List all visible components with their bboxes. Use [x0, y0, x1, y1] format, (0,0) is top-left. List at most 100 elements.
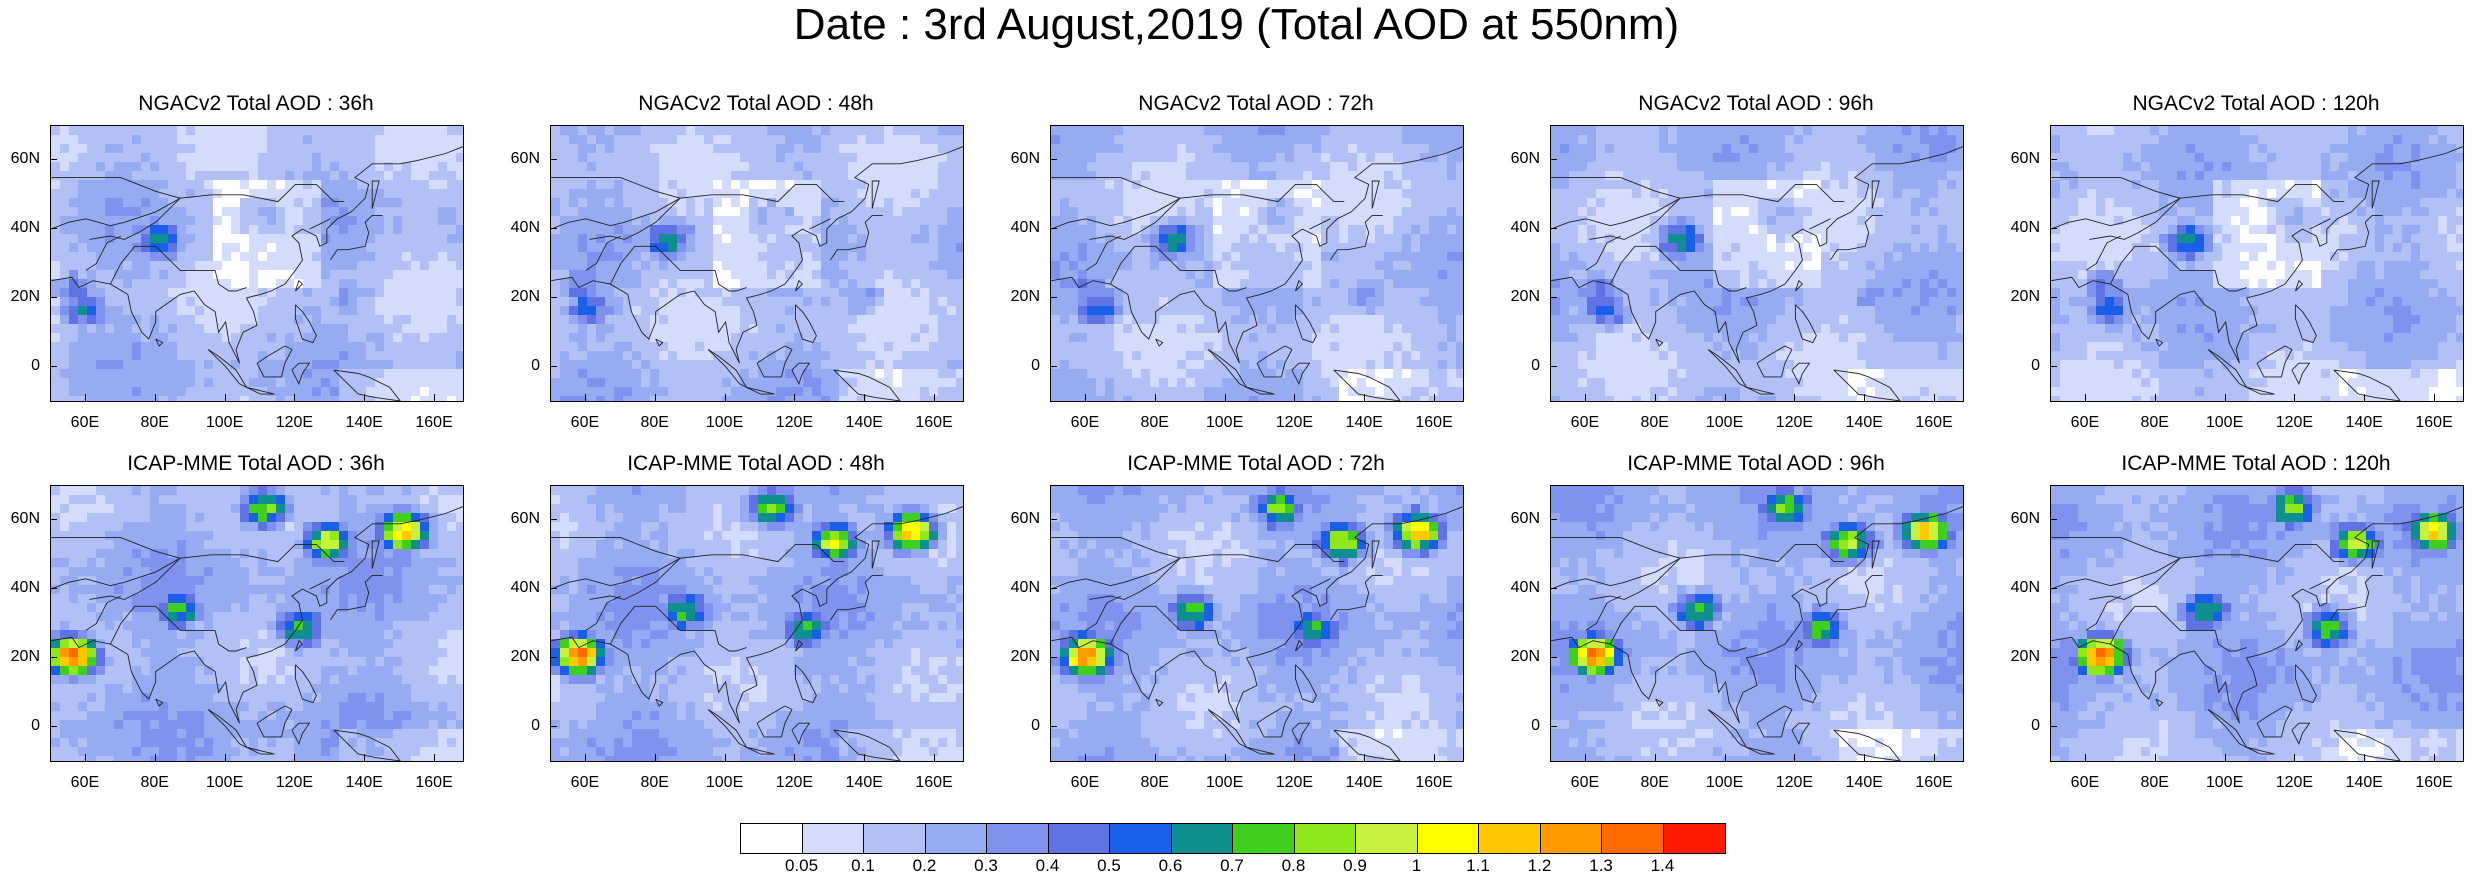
aod-field — [1051, 486, 1463, 761]
lat-tick — [1550, 726, 1557, 727]
map-plot-area — [1550, 125, 1964, 402]
lon-tick-label: 140E — [839, 414, 889, 432]
lon-tick — [1434, 394, 1435, 401]
map-plot-area — [1550, 485, 1964, 762]
map-plot-area — [1050, 125, 1464, 402]
lon-tick — [1725, 394, 1726, 401]
colorbar-label: 0.2 — [905, 856, 945, 876]
lon-tick-label: 100E — [700, 414, 750, 432]
colorbar-swatch — [1602, 824, 1664, 853]
lon-tick-label: 140E — [1339, 414, 1389, 432]
lat-tick-label: 0 — [2000, 717, 2040, 735]
lon-tick-label: 120E — [269, 414, 319, 432]
lat-tick-label: 40N — [1500, 579, 1540, 597]
lon-tick-label: 80E — [1630, 774, 1680, 792]
lon-tick — [655, 394, 656, 401]
panel-title: ICAP-MME Total AOD : 72h — [1050, 451, 1462, 477]
lon-tick — [434, 754, 435, 761]
lon-tick-label: 100E — [2200, 774, 2250, 792]
lat-tick — [50, 519, 57, 520]
panel-title: ICAP-MME Total AOD : 96h — [1550, 451, 1962, 477]
lon-tick — [1725, 754, 1726, 761]
lat-tick — [550, 297, 557, 298]
lat-tick — [1550, 297, 1557, 298]
lon-tick-label: 120E — [1269, 414, 1319, 432]
aod-field — [51, 486, 463, 761]
lat-tick — [50, 588, 57, 589]
lat-tick — [1050, 588, 1057, 589]
lat-tick-label: 0 — [1500, 717, 1540, 735]
lat-tick-label: 40N — [1000, 579, 1040, 597]
lat-tick — [550, 159, 557, 160]
lon-tick-label: 140E — [1839, 414, 1889, 432]
lon-tick-label: 80E — [1130, 774, 1180, 792]
panel-title: NGACv2 Total AOD : 36h — [50, 91, 462, 117]
lon-tick-label: 100E — [1700, 774, 1750, 792]
lon-tick — [864, 394, 865, 401]
lon-tick — [1085, 754, 1086, 761]
lon-tick — [2364, 394, 2365, 401]
lat-tick-label: 40N — [0, 219, 40, 237]
colorbar — [740, 823, 1726, 854]
lat-tick-label: 0 — [1000, 717, 1040, 735]
lon-tick — [364, 754, 365, 761]
lat-tick — [2050, 588, 2057, 589]
lon-tick — [585, 394, 586, 401]
lon-tick — [2155, 394, 2156, 401]
lon-tick-label: 80E — [130, 414, 180, 432]
lat-tick-label: 60N — [1500, 150, 1540, 168]
lon-tick-label: 160E — [1909, 414, 1959, 432]
aod-field — [51, 126, 463, 401]
panel-title: NGACv2 Total AOD : 120h — [2050, 91, 2462, 117]
colorbar-swatch — [1418, 824, 1480, 853]
lon-tick-label: 100E — [1700, 414, 1750, 432]
lon-tick-label: 140E — [839, 774, 889, 792]
lat-tick — [2050, 519, 2057, 520]
panel-title: ICAP-MME Total AOD : 48h — [550, 451, 962, 477]
lat-tick — [50, 297, 57, 298]
lat-tick-label: 20N — [2000, 288, 2040, 306]
lat-tick-label: 40N — [2000, 219, 2040, 237]
lon-tick — [585, 754, 586, 761]
lon-tick-label: 60E — [2060, 414, 2110, 432]
colorbar-label: 1.3 — [1581, 856, 1621, 876]
lat-tick — [50, 228, 57, 229]
figure-title: Date : 3rd August,2019 (Total AOD at 550… — [0, 0, 2473, 50]
lat-tick-label: 40N — [1000, 219, 1040, 237]
lat-tick-label: 60N — [500, 150, 540, 168]
lon-tick-label: 80E — [2130, 774, 2180, 792]
lon-tick-label: 60E — [1060, 414, 1110, 432]
lon-tick-label: 160E — [2409, 774, 2459, 792]
lon-tick-label: 140E — [2339, 774, 2389, 792]
lat-tick — [550, 519, 557, 520]
lon-tick — [2225, 754, 2226, 761]
lon-tick-label: 60E — [560, 774, 610, 792]
lat-tick-label: 40N — [0, 579, 40, 597]
lat-tick-label: 20N — [1500, 288, 1540, 306]
lon-tick-label: 80E — [630, 414, 680, 432]
lat-tick-label: 60N — [1000, 150, 1040, 168]
lat-tick-label: 20N — [1000, 288, 1040, 306]
lat-tick — [2050, 297, 2057, 298]
lat-tick-label: 0 — [0, 717, 40, 735]
lat-tick — [1050, 519, 1057, 520]
lon-tick-label: 160E — [1409, 774, 1459, 792]
lon-tick — [1585, 754, 1586, 761]
lat-tick — [1550, 519, 1557, 520]
lat-tick — [550, 726, 557, 727]
colorbar-swatch — [1049, 824, 1111, 853]
map-plot-area — [550, 485, 964, 762]
lon-tick — [1655, 754, 1656, 761]
colorbar-label: 0.5 — [1089, 856, 1129, 876]
lon-tick-label: 140E — [1839, 774, 1889, 792]
colorbar-label: 0.05 — [782, 856, 822, 876]
colorbar-swatch — [926, 824, 988, 853]
colorbar-label: 0.6 — [1151, 856, 1191, 876]
lat-tick — [1050, 657, 1057, 658]
lon-tick — [1434, 754, 1435, 761]
lat-tick-label: 0 — [500, 717, 540, 735]
